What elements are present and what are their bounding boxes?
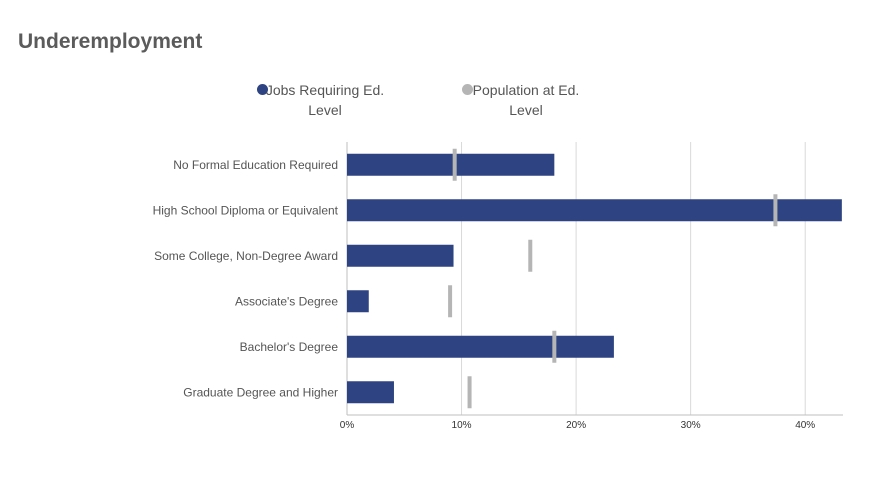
legend-label-jobs-line1: Jobs Requiring Ed. xyxy=(265,82,385,98)
legend: Jobs Requiring Ed. Level Population at E… xyxy=(0,80,886,125)
bar-jobs[interactable] xyxy=(347,290,369,313)
x-tick-label: 40% xyxy=(795,420,815,431)
marker-population[interactable] xyxy=(467,376,472,409)
marker-population[interactable] xyxy=(552,330,557,363)
marker-population[interactable] xyxy=(452,148,457,181)
category-label: Some College, Non-Degree Award xyxy=(154,249,338,263)
bar-jobs[interactable] xyxy=(347,199,842,222)
category-label: Associate's Degree xyxy=(235,294,338,308)
bar-jobs[interactable] xyxy=(347,153,555,176)
legend-dot-population xyxy=(462,84,473,95)
x-tick-label: 10% xyxy=(452,420,472,431)
legend-label-jobs: Jobs Requiring Ed. Level xyxy=(255,80,395,120)
bar-jobs[interactable] xyxy=(347,244,454,267)
category-label: Bachelor's Degree xyxy=(240,340,339,354)
bar-jobs[interactable] xyxy=(347,381,394,404)
category-label: High School Diploma or Equivalent xyxy=(153,203,339,217)
marker-population[interactable] xyxy=(528,239,533,272)
category-label: Graduate Degree and Higher xyxy=(183,385,338,399)
marker-population[interactable] xyxy=(773,194,778,227)
chart-title: Underemployment xyxy=(18,30,203,53)
bar-jobs[interactable] xyxy=(347,335,614,358)
x-tick-label: 30% xyxy=(681,420,701,431)
legend-label-population-line2: Level xyxy=(509,102,543,118)
marker-population[interactable] xyxy=(448,285,453,318)
legend-label-jobs-line2: Level xyxy=(308,102,342,118)
category-label: No Formal Education Required xyxy=(173,158,338,172)
legend-label-population: Population at Ed. Level xyxy=(456,80,596,120)
x-tick-label: 0% xyxy=(340,420,355,431)
legend-label-population-line1: Population at Ed. xyxy=(472,82,580,98)
x-tick-label: 20% xyxy=(566,420,586,431)
legend-dot-jobs xyxy=(257,84,268,95)
